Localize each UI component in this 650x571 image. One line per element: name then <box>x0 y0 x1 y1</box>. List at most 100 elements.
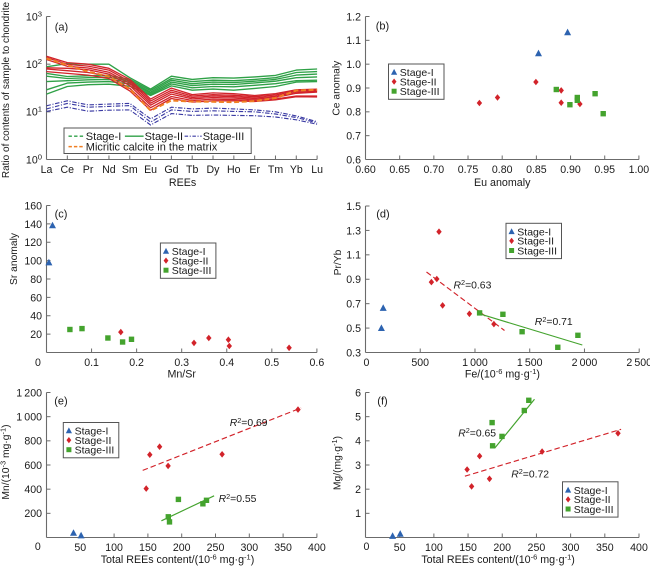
svg-text:200: 200 <box>493 542 511 554</box>
svg-text:Er: Er <box>249 164 260 176</box>
svg-text:0: 0 <box>35 357 41 369</box>
svg-text:0.85: 0.85 <box>526 164 547 176</box>
svg-text:1 000: 1 000 <box>462 357 488 369</box>
svg-text:Mg/(mg·g-1): Mg/(mg·g-1) <box>330 436 344 490</box>
svg-text:350: 350 <box>596 542 614 554</box>
svg-text:Stage-I: Stage-I <box>75 426 109 438</box>
svg-text:0.8: 0.8 <box>346 107 361 119</box>
svg-text:0.90: 0.90 <box>560 164 581 176</box>
svg-text:500: 500 <box>411 357 429 369</box>
svg-text:(c): (c) <box>55 209 68 221</box>
svg-text:0.80: 0.80 <box>492 164 513 176</box>
svg-text:2: 2 <box>355 484 361 496</box>
svg-text:0.4: 0.4 <box>219 357 234 369</box>
svg-text:Total REEs content/(10-6 mg·g-: Total REEs content/(10-6 mg·g-1) <box>421 553 575 566</box>
svg-text:150: 150 <box>459 542 477 554</box>
svg-text:0.5: 0.5 <box>264 357 279 369</box>
svg-text:Nd: Nd <box>102 164 116 176</box>
svg-text:0.2: 0.2 <box>129 357 144 369</box>
svg-text:80: 80 <box>30 274 42 286</box>
svg-text:Stage-III: Stage-III <box>172 265 212 277</box>
svg-text:0.9: 0.9 <box>346 274 361 286</box>
svg-text:R2=0.55: R2=0.55 <box>219 492 257 505</box>
svg-text:0.3: 0.3 <box>174 357 189 369</box>
svg-text:60: 60 <box>30 292 42 304</box>
svg-text:REEs: REEs <box>169 177 196 189</box>
svg-text:1.2: 1.2 <box>346 11 361 23</box>
svg-text:250: 250 <box>207 542 225 554</box>
svg-text:6: 6 <box>355 387 361 399</box>
svg-text:R2=0.71: R2=0.71 <box>535 315 573 328</box>
svg-text:(f): (f) <box>377 396 387 408</box>
svg-text:300: 300 <box>240 542 258 554</box>
svg-text:Tb: Tb <box>186 164 198 176</box>
svg-text:350: 350 <box>274 542 292 554</box>
svg-text:(d): (d) <box>376 209 389 221</box>
svg-text:1.5: 1.5 <box>346 201 361 213</box>
svg-text:Stage-I: Stage-I <box>574 485 608 497</box>
svg-text:Fe/(10-6 mg·g-1): Fe/(10-6 mg·g-1) <box>465 367 540 381</box>
svg-text:Gd: Gd <box>164 164 178 176</box>
svg-text:300: 300 <box>562 542 580 554</box>
svg-text:1: 1 <box>355 508 361 520</box>
svg-text:Yb: Yb <box>290 164 303 176</box>
svg-text:R2=0.69: R2=0.69 <box>230 416 268 429</box>
svg-text:Eu anomaly: Eu anomaly <box>474 177 531 189</box>
svg-text:Stage-III: Stage-III <box>574 504 614 516</box>
svg-text:100: 100 <box>105 542 123 554</box>
svg-text:600: 600 <box>24 460 42 472</box>
svg-text:1 500: 1 500 <box>517 357 543 369</box>
svg-text:Sr anomaly: Sr anomaly <box>9 232 20 285</box>
svg-text:100: 100 <box>24 256 42 268</box>
svg-text:1 200: 1 200 <box>16 387 42 399</box>
svg-text:Stage-II: Stage-II <box>75 435 112 447</box>
svg-text:0.1: 0.1 <box>84 357 99 369</box>
svg-text:0.6: 0.6 <box>346 154 361 166</box>
svg-text:Eu: Eu <box>144 164 157 176</box>
svg-text:Stage-II: Stage-II <box>400 76 437 88</box>
svg-text:Mn/Sr: Mn/Sr <box>167 369 196 381</box>
svg-text:(b): (b) <box>376 21 389 33</box>
svg-text:3: 3 <box>355 460 361 472</box>
svg-text:Stage-II: Stage-II <box>517 236 554 248</box>
svg-text:Lu: Lu <box>311 164 323 176</box>
svg-text:0: 0 <box>364 357 370 369</box>
svg-text:200: 200 <box>173 542 191 554</box>
svg-text:2 500: 2 500 <box>626 357 650 369</box>
svg-text:Pr: Pr <box>83 164 94 176</box>
svg-text:0: 0 <box>35 541 41 553</box>
svg-text:Ratio of contents of sample to: Ratio of contents of sample to chondrite <box>1 1 12 178</box>
svg-text:Total REEs content/(10-6 mg·g-: Total REEs content/(10-6 mg·g-1) <box>101 553 255 566</box>
svg-text:400: 400 <box>24 484 42 496</box>
svg-text:Stage-III: Stage-III <box>203 131 245 143</box>
svg-text:120: 120 <box>24 237 42 249</box>
svg-text:1.3: 1.3 <box>346 225 361 237</box>
svg-text:0.60: 0.60 <box>355 164 376 176</box>
svg-text:(e): (e) <box>54 396 67 408</box>
svg-text:0.7: 0.7 <box>346 299 361 311</box>
svg-text:0.70: 0.70 <box>423 164 444 176</box>
svg-text:5: 5 <box>355 412 361 424</box>
svg-text:20: 20 <box>30 329 42 341</box>
svg-text:4: 4 <box>355 436 361 448</box>
svg-text:Stage-I: Stage-I <box>86 131 121 143</box>
svg-text:0.7: 0.7 <box>346 131 361 143</box>
svg-text:Stage-II: Stage-II <box>172 255 209 267</box>
svg-text:Stage-II: Stage-II <box>574 494 611 506</box>
svg-text:Stage-I: Stage-I <box>517 226 551 238</box>
svg-text:Ce anomaly: Ce anomaly <box>331 60 342 116</box>
svg-text:160: 160 <box>24 200 42 212</box>
svg-text:50: 50 <box>394 542 406 554</box>
svg-text:1.00: 1.00 <box>629 164 650 176</box>
svg-text:140: 140 <box>24 219 42 231</box>
svg-text:Pr/Yb: Pr/Yb <box>333 249 344 275</box>
svg-text:0.5: 0.5 <box>346 323 361 335</box>
svg-text:Dy: Dy <box>207 164 221 176</box>
svg-text:Stage-III: Stage-III <box>517 245 557 257</box>
svg-text:0.75: 0.75 <box>458 164 479 176</box>
svg-text:La: La <box>41 164 53 176</box>
svg-text:200: 200 <box>24 508 42 520</box>
svg-text:Tm: Tm <box>268 164 283 176</box>
svg-text:Stage-III: Stage-III <box>75 445 115 457</box>
svg-text:1.0: 1.0 <box>346 59 361 71</box>
